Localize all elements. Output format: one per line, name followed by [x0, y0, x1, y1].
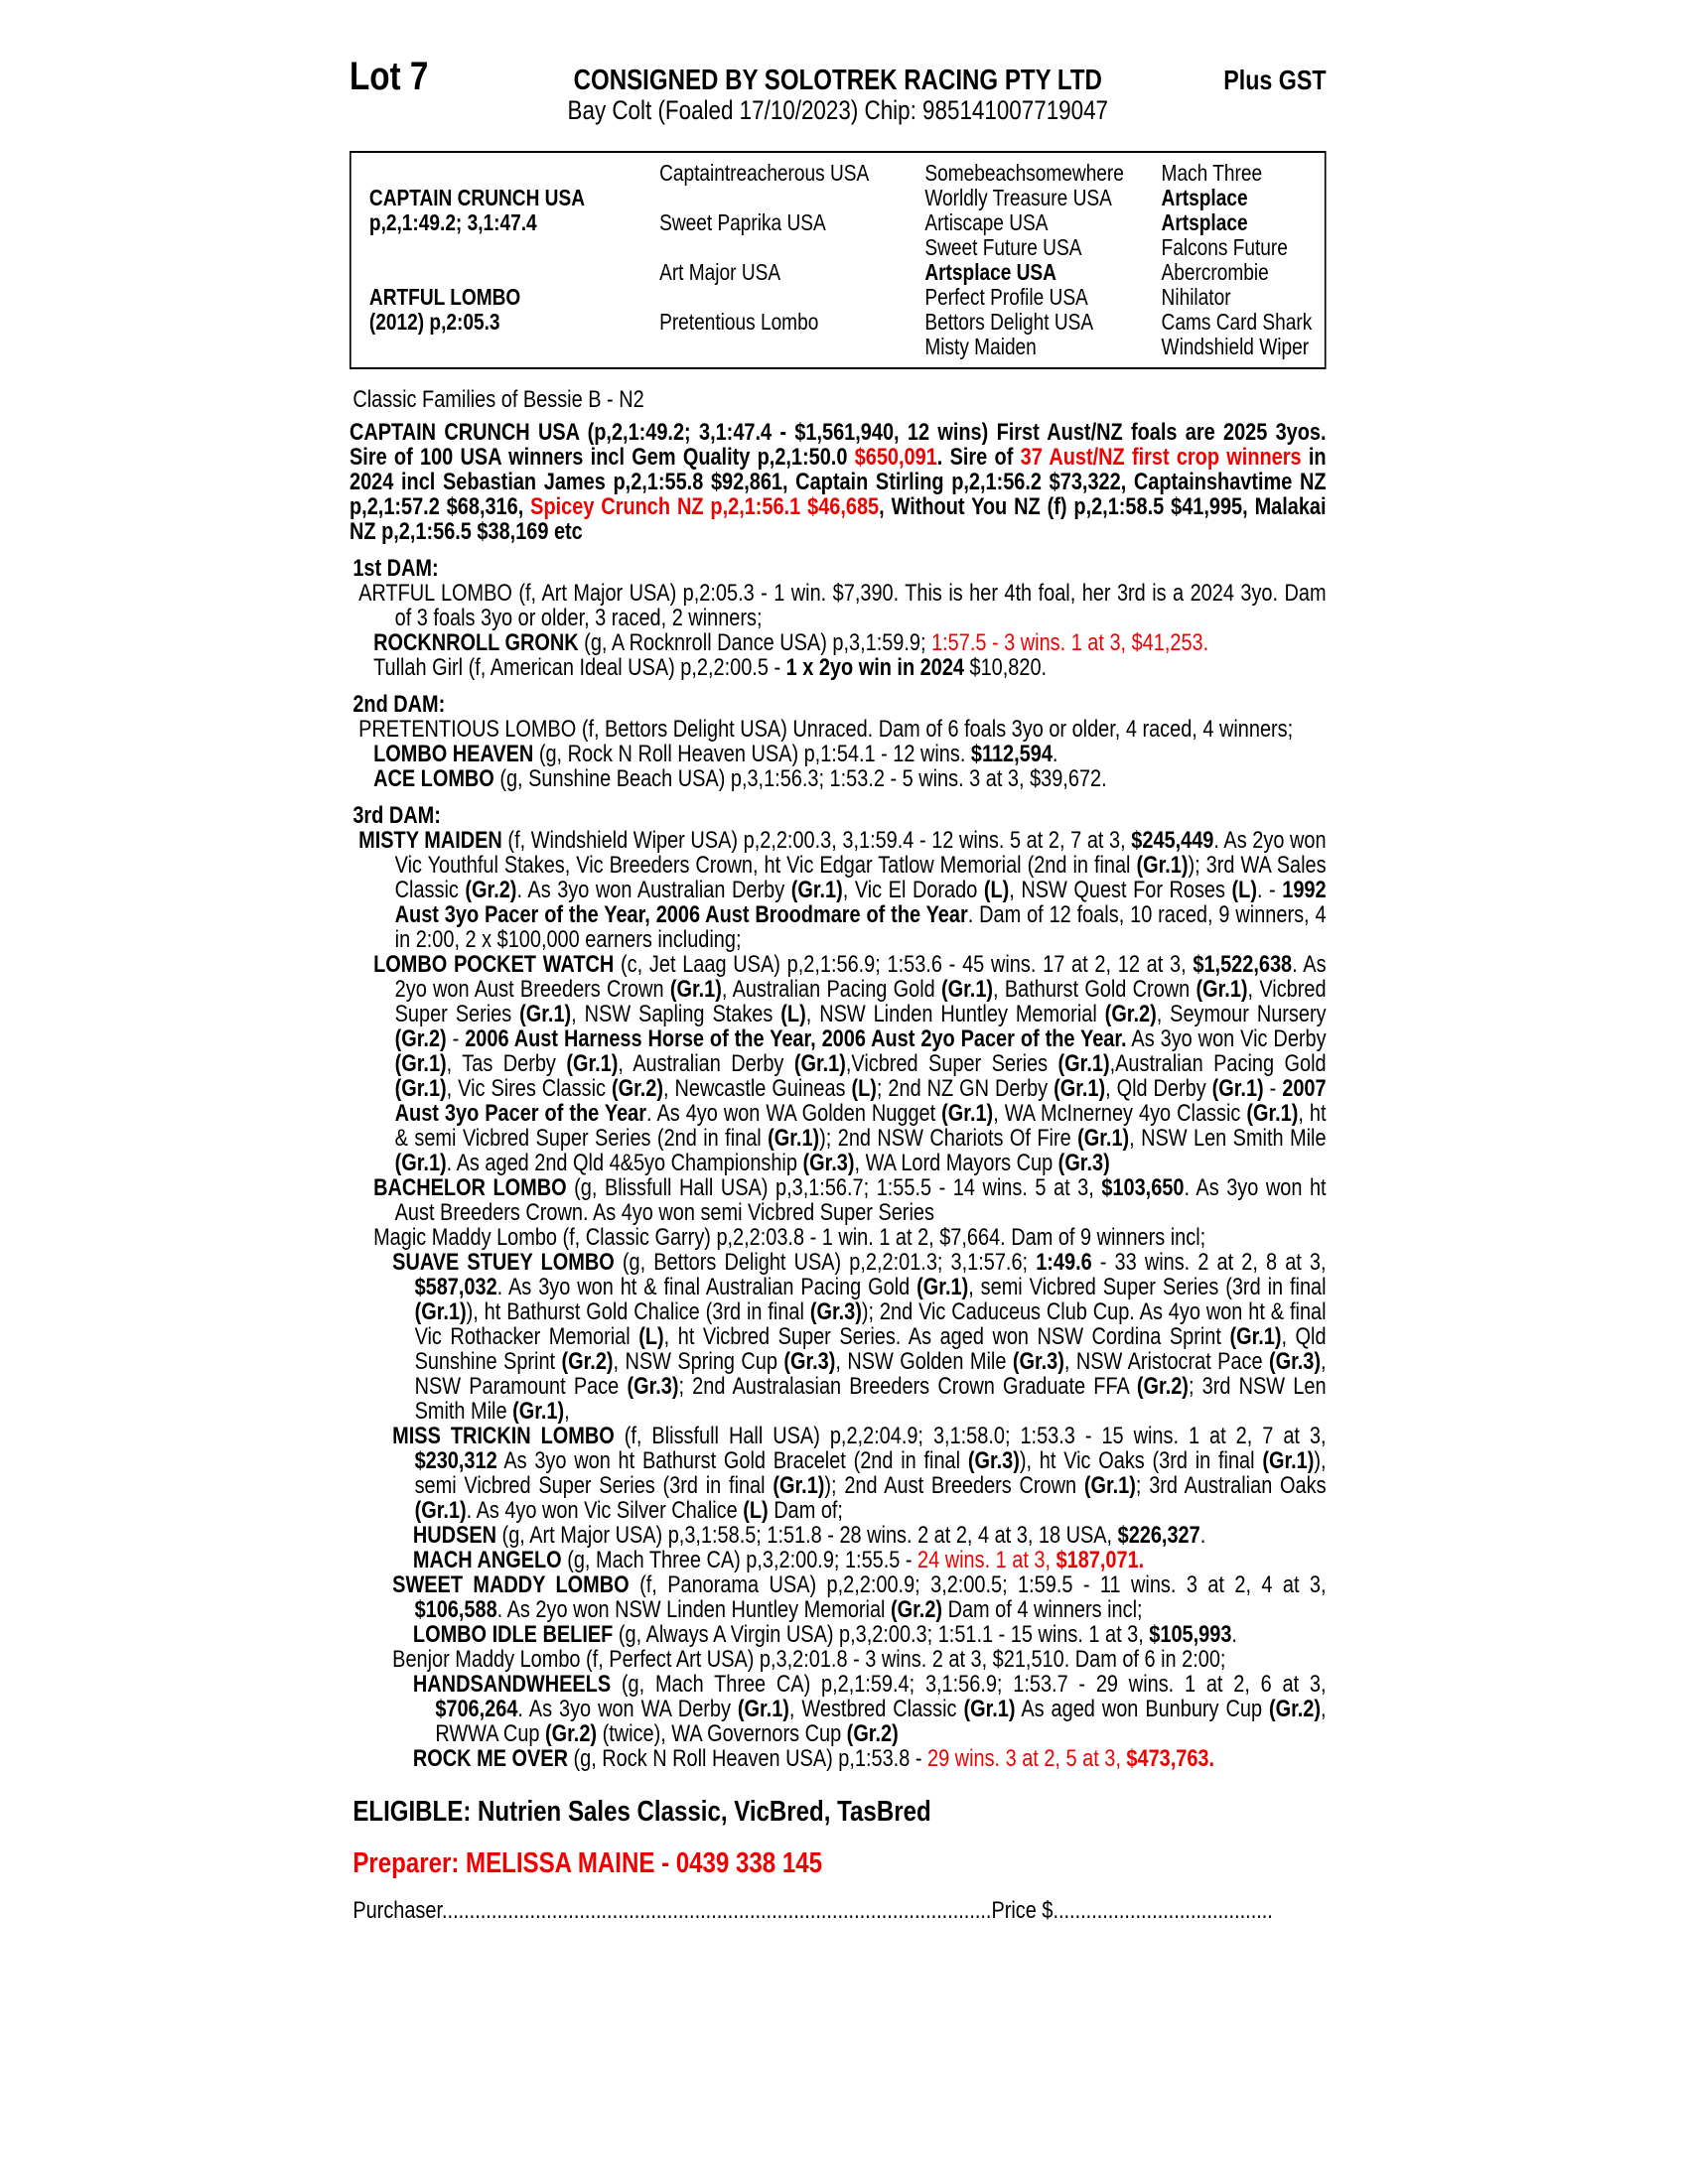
consignor-title: CONSIGNED BY SOLOTREK RACING PTY LTD — [573, 65, 1102, 96]
paragraph-lombo-idle-belief: LOMBO IDLE BELIEF (g, Always A Virgin US… — [412, 1621, 1237, 1648]
paragraph-handsandwheels: HANDSANDWHEELS (g, Mach Three CA) p,2,1:… — [412, 1671, 1327, 1747]
sire-summary-paragraph: CAPTAIN CRUNCH USA (p,2,1:49.2; 3,1:47.4… — [350, 419, 1327, 545]
pedigree-gen3-8: Misty Maiden — [924, 334, 1037, 359]
paragraph-rocknroll-gronk: ROCKNROLL GRONK (g, A Rocknroll Dance US… — [373, 629, 1209, 656]
catalogue-page: Lot 7 CONSIGNED BY SOLOTREK RACING PTY L… — [350, 55, 1327, 1924]
pedigree-gen3-3: Artiscape USA — [924, 209, 1049, 235]
pedigree-gen4-2: Artsplace — [1161, 185, 1248, 210]
paragraph-sweet-maddy-lombo: SWEET MADDY LOMBO (f, Panorama USA) p,2,… — [392, 1571, 1327, 1623]
pedigree-gen4-4: Falcons Future — [1161, 234, 1288, 260]
paragraph-tullah-girl: Tullah Girl (f, American Ideal USA) p,2,… — [373, 654, 1048, 681]
classic-families-line: Classic Families of Bessie B - N2 — [352, 386, 644, 413]
grandsire-2: Art Major USA — [659, 259, 781, 285]
pedigree-table: CAPTAIN CRUNCH USA p,2,1:49.2; 3,1:47.4 … — [350, 151, 1327, 369]
paragraph-lombo-heaven: LOMBO HEAVEN (g, Rock N Roll Heaven USA)… — [373, 741, 1058, 767]
purchaser-price-line: Purchaser...............................… — [352, 1898, 1326, 1924]
paragraph-pretentious-lombo: PRETENTIOUS LOMBO (f, Bettors Delight US… — [358, 716, 1294, 743]
paragraph-mach-angelo: MACH ANGELO (g, Mach Three CA) p,3,2:00.… — [412, 1547, 1145, 1573]
purchaser-label: Purchaser — [352, 1898, 443, 1924]
pedigree-gen3-1: Somebeachsomewhere — [924, 160, 1124, 186]
pedigree-gen3-5: Artsplace USA — [924, 259, 1056, 285]
pedigree-gen4-3: Artsplace — [1161, 209, 1248, 235]
granddam-2: Pretentious Lombo — [659, 309, 819, 335]
horse-description: Bay Colt (Foaled 17/10/2023) Chip: 98514… — [567, 95, 1109, 125]
pedigree-gen3-7: Bettors Delight USA — [924, 309, 1094, 335]
paragraph-benjor-maddy-lombo: Benjor Maddy Lombo (f, Perfect Art USA) … — [392, 1646, 1226, 1673]
paragraph-misty-maiden: MISTY MAIDEN (f, Windshield Wiper USA) p… — [358, 827, 1327, 953]
first-dam-heading: 1st DAM: — [352, 555, 439, 582]
dam-record: (2012) p,2:05.3 — [368, 309, 500, 335]
paragraph-rock-me-over: ROCK ME OVER (g, Rock N Roll Heaven USA)… — [412, 1745, 1215, 1772]
third-dam-heading: 3rd DAM: — [352, 802, 441, 829]
paragraph-magic-maddy-lombo: Magic Maddy Lombo (f, Classic Garry) p,2… — [373, 1224, 1206, 1251]
dam-block: ARTFUL LOMBO (2012) p,2:05.3 — [369, 285, 659, 335]
pedigree-gen4-8: Windshield Wiper — [1161, 334, 1310, 359]
price-label: Price $ — [991, 1898, 1054, 1924]
paragraph-bachelor-lombo: BACHELOR LOMBO (g, Blissfull Hall USA) p… — [373, 1174, 1327, 1226]
page-header: Lot 7 CONSIGNED BY SOLOTREK RACING PTY L… — [350, 55, 1327, 125]
paragraph-ace-lombo: ACE LOMBO (g, Sunshine Beach USA) p,3,1:… — [373, 765, 1107, 792]
granddam-1: Sweet Paprika USA — [659, 209, 826, 235]
pedigree-gen3-6: Perfect Profile USA — [924, 284, 1088, 310]
lot-number: Lot 7 — [350, 55, 429, 98]
paragraph-miss-trickin-lombo: MISS TRICKIN LOMBO (f, Blissfull Hall US… — [392, 1423, 1327, 1524]
plus-gst-label: Plus GST — [1223, 65, 1327, 95]
sire-block: CAPTAIN CRUNCH USA p,2,1:49.2; 3,1:47.4 — [369, 186, 659, 235]
paragraph-suave-stuey-lombo: SUAVE STUEY LOMBO (g, Bettors Delight US… — [392, 1249, 1327, 1425]
pedigree-gen4-1: Mach Three — [1161, 160, 1263, 186]
paragraph-lombo-pocket-watch: LOMBO POCKET WATCH (c, Jet Laag USA) p,2… — [373, 951, 1327, 1176]
paragraph-hudsen: HUDSEN (g, Art Major USA) p,3,1:58.5; 1:… — [412, 1522, 1206, 1549]
price-fill-line: ........................................ — [1053, 1898, 1273, 1924]
pedigree-gen3-2: Worldly Treasure USA — [924, 185, 1112, 210]
purchaser-fill-line: ........................................… — [442, 1898, 992, 1924]
pedigree-gen4-6: Nihilator — [1161, 284, 1231, 310]
grandsire-1: Captaintreacherous USA — [659, 160, 870, 186]
pedigree-gen4-5: Abercrombie — [1161, 259, 1269, 285]
sire-name: CAPTAIN CRUNCH USA — [368, 185, 585, 210]
preparer-line: Preparer: MELISSA MAINE - 0439 338 145 — [352, 1847, 823, 1879]
pedigree-gen3-4: Sweet Future USA — [924, 234, 1082, 260]
sire-record: p,2,1:49.2; 3,1:47.4 — [368, 209, 537, 235]
header-center: CONSIGNED BY SOLOTREK RACING PTY LTD Bay… — [514, 66, 1162, 125]
second-dam-heading: 2nd DAM: — [352, 691, 446, 718]
dam-name: ARTFUL LOMBO — [368, 284, 521, 310]
paragraph-artful-lombo: ARTFUL LOMBO (f, Art Major USA) p,2:05.3… — [358, 580, 1327, 631]
eligibility-line: ELIGIBLE: Nutrien Sales Classic, VicBred… — [352, 1796, 931, 1828]
pedigree-gen4-7: Cams Card Shark — [1161, 309, 1313, 335]
